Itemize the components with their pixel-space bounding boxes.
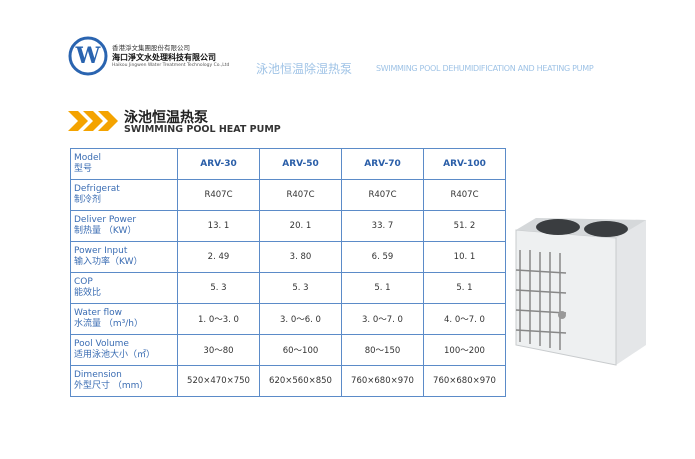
table-cell: 13. 1	[177, 210, 260, 242]
row-label: Deliver Power 制热量 （KW）	[70, 210, 178, 242]
table-cell: 60～100	[259, 334, 342, 366]
table-row: COP 能效比 5. 3 5. 3 5. 1 5. 1	[70, 272, 506, 304]
label-en: Water flow	[74, 308, 123, 318]
table-cell: 2. 49	[177, 241, 260, 273]
table-cell: 100～200	[423, 334, 506, 366]
table-cell: 620×560×850	[259, 365, 342, 397]
section-title-en: SWIMMING POOL HEAT PUMP	[124, 124, 281, 135]
table-cell: 3. 80	[259, 241, 342, 273]
table-cell: 520×470×750	[177, 365, 260, 397]
table-cell: 51. 2	[423, 210, 506, 242]
label-cn: 制热量 （KW）	[74, 226, 137, 236]
row-label: Defrigerat 制冷剂	[70, 179, 178, 211]
table-cell: 760×680×970	[341, 365, 424, 397]
company-en: Haikou Jingwen Water Treatment Technolog…	[112, 63, 230, 68]
table-cell: 20. 1	[259, 210, 342, 242]
label-cn: 外型尺寸 （mm）	[74, 381, 149, 391]
table-cell: 5. 1	[341, 272, 424, 304]
company-cn2: 海口淨文水处理科技有限公司	[112, 53, 216, 62]
table-row: Pool Volume 适用泳池大小（㎡） 30～80 60～100 80～150 100…	[70, 334, 506, 366]
table-row: Deliver Power 制热量 （KW） 13. 1 20. 1 33. 7 51. …	[70, 210, 506, 242]
label-en: Defrigerat	[74, 184, 120, 194]
tagline-en: SWIMMING POOL DEHUMIDIFICATION AND HEATI…	[376, 64, 594, 73]
label-en: Model	[74, 153, 102, 163]
table-cell: 33. 7	[341, 210, 424, 242]
row-label: Model 型号	[70, 148, 178, 180]
table-cell: 6. 59	[341, 241, 424, 273]
label-cn: 制冷剂	[74, 195, 102, 205]
table-cell: 760×680×970	[423, 365, 506, 397]
row-label: Water flow 水流量 （m³/h）	[70, 303, 178, 335]
table-row: Power Input 输入功率（KW） 2. 49 3. 80 6. 59 10. 1	[70, 241, 506, 273]
table-row: Model 型号 ARV-30 ARV-50 ARV-70 ARV-100	[70, 148, 506, 180]
table-row: Defrigerat 制冷剂 R407C R407C R407C R407C	[70, 179, 506, 211]
table-cell: 30～80	[177, 334, 260, 366]
table-cell: R407C	[259, 179, 342, 211]
label-cn: 适用泳池大小（㎡）	[74, 350, 156, 360]
label-cn: 能效比	[74, 288, 102, 298]
table-cell: ARV-30	[177, 148, 260, 180]
table-cell: R407C	[177, 179, 260, 211]
section-title-cn: 泳池恒温热泵	[124, 110, 208, 126]
row-label: Power Input 输入功率（KW）	[70, 241, 178, 273]
row-label: Dimension 外型尺寸 （mm）	[70, 365, 178, 397]
label-cn: 型号	[74, 164, 93, 174]
company-cn: 香港淨文集團股份有限公司	[112, 44, 190, 52]
svg-text:W: W	[75, 43, 101, 69]
table-cell: ARV-70	[341, 148, 424, 180]
chevrons	[68, 111, 118, 131]
table-cell: ARV-100	[423, 148, 506, 180]
spec-table: Model 型号 ARV-30 ARV-50 ARV-70 ARV-100 Defriger…	[70, 148, 506, 397]
table-cell: 1. 0～3. 0	[177, 303, 260, 335]
table-cell: 4. 0～7. 0	[423, 303, 506, 335]
label-cn: 水流量 （m³/h）	[74, 319, 143, 329]
tagline-cn: 泳池恒温除湿热泵	[256, 62, 353, 76]
table-cell: R407C	[341, 179, 424, 211]
table-row: Water flow 水流量 （m³/h） 1. 0～3. 0 3. 0～6. 0 3.…	[70, 303, 506, 335]
label-en: Pool Volume	[74, 339, 129, 349]
table-cell: 5. 1	[423, 272, 506, 304]
label-en: Power Input	[74, 246, 128, 256]
label-en: Deliver Power	[74, 215, 137, 225]
row-label: COP 能效比	[70, 272, 178, 304]
product-image	[515, 218, 646, 366]
table-cell: 5. 3	[177, 272, 260, 304]
table-cell: ARV-50	[259, 148, 342, 180]
table-cell: 5. 3	[259, 272, 342, 304]
table-cell: 3. 0～7. 0	[341, 303, 424, 335]
label-en: Dimension	[74, 370, 122, 380]
table-cell: 3. 0～6. 0	[259, 303, 342, 335]
logo: W	[68, 36, 108, 76]
table-cell: 80～150	[341, 334, 424, 366]
table-cell: R407C	[423, 179, 506, 211]
row-label: Pool Volume 适用泳池大小（㎡）	[70, 334, 178, 366]
label-en: COP	[74, 277, 93, 287]
table-row: Dimension 外型尺寸 （mm） 520×470×750 620×560×850…	[70, 365, 506, 397]
label-cn: 输入功率（KW）	[74, 257, 143, 267]
table-cell: 10. 1	[423, 241, 506, 273]
